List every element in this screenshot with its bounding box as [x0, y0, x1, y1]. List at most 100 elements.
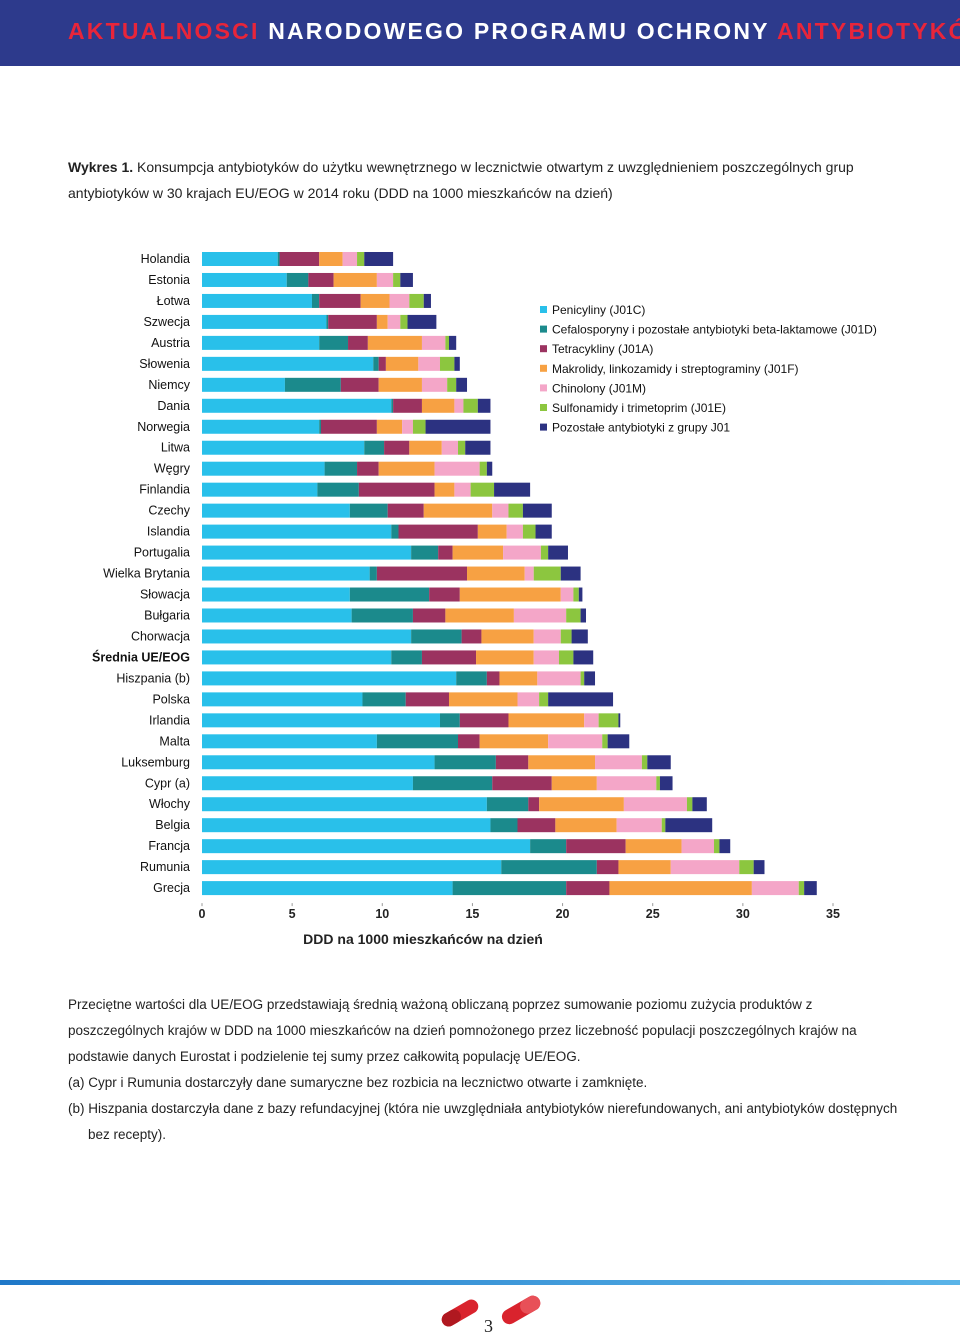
bar-segment	[580, 671, 585, 686]
bar-segment	[459, 713, 509, 728]
bar-segment	[202, 314, 327, 329]
bar-segment	[555, 818, 617, 833]
bar-segment	[537, 671, 581, 686]
category-label: Malta	[159, 734, 190, 748]
bar-segment	[625, 839, 682, 854]
bar-segment	[551, 776, 597, 791]
bar-segment	[434, 755, 496, 770]
bar-segment	[486, 461, 493, 476]
bar-segment	[495, 755, 529, 770]
bar-segment	[418, 356, 440, 371]
bar-segment	[357, 252, 365, 266]
bar-segment	[618, 713, 621, 728]
bar-segment	[398, 524, 478, 539]
category-label: Słowacja	[140, 588, 190, 602]
bar-segment	[560, 629, 572, 644]
bar-segment	[202, 482, 318, 497]
bar-segment	[508, 713, 585, 728]
title-part: NARODOWEGO PROGRAMU OCHRONY	[268, 18, 770, 44]
legend-swatch	[540, 384, 547, 392]
bar-segment	[407, 314, 437, 329]
bar-segment	[373, 356, 379, 371]
bar-segment	[524, 566, 534, 581]
bar-segment	[434, 482, 455, 497]
bar-segment	[421, 650, 477, 665]
bar-segment	[202, 608, 352, 623]
bar-segment	[517, 818, 556, 833]
bar-segment	[492, 503, 509, 518]
category-label: Irlandia	[149, 713, 190, 727]
legend-swatch	[540, 404, 547, 411]
bar-segment	[548, 545, 568, 560]
bar-segment	[445, 335, 449, 350]
bar-segment	[409, 293, 424, 308]
x-axis-label: DDD na 1000 mieszkańców na dzień	[303, 931, 543, 947]
bar-segment	[425, 419, 491, 434]
category-label: Finlandia	[139, 483, 190, 497]
bar-segment	[454, 398, 464, 413]
legend-swatch	[540, 345, 547, 353]
bar-segment	[202, 713, 440, 728]
bar-segment	[423, 503, 493, 518]
bar-segment	[522, 524, 536, 539]
bar-segment	[492, 776, 552, 791]
bar-segment	[535, 524, 552, 539]
bar-segment	[454, 482, 471, 497]
bar-segment	[411, 629, 462, 644]
bar-segment	[596, 860, 619, 875]
bar-segment	[584, 713, 599, 728]
bar-segment	[202, 776, 413, 791]
category-label: Średnia UE/EOG	[92, 649, 190, 664]
bar-segment	[438, 545, 453, 560]
bar-segment	[405, 692, 449, 707]
bar-segment	[456, 377, 468, 392]
bar-segment	[458, 440, 466, 455]
bar-segment	[467, 566, 525, 581]
bar-segment	[378, 461, 435, 476]
bar-segment	[202, 818, 491, 833]
bar-segment	[661, 818, 666, 833]
bar-segment	[202, 755, 435, 770]
bar-segment	[202, 398, 392, 413]
bar-segment	[326, 314, 329, 329]
bar-segment	[584, 671, 596, 686]
bar-segment	[340, 377, 379, 392]
bar-segment	[477, 524, 507, 539]
bar-segment	[452, 545, 504, 560]
legend-label: Cefalosporyny i pozostałe antybiotyki be…	[552, 323, 877, 337]
bar-segment	[665, 818, 713, 833]
category-label: Litwa	[161, 441, 190, 455]
bar-segment	[202, 356, 374, 371]
title-part: AKTUALNOSCI	[68, 18, 260, 44]
bar-segment	[522, 503, 552, 518]
category-label: Luksemburg	[121, 755, 190, 769]
bar-segment	[566, 839, 626, 854]
category-label: Węgry	[154, 462, 191, 476]
category-label: Cypr (a)	[145, 776, 190, 790]
bar-segment	[277, 252, 280, 266]
bar-segment	[202, 881, 453, 896]
category-label: Grecja	[153, 881, 190, 895]
bar-segment	[452, 881, 567, 896]
bar-segment	[319, 419, 321, 434]
bar-segment	[566, 608, 581, 623]
bar-segment	[333, 272, 377, 287]
category-label: Francja	[148, 839, 190, 853]
bar-segment	[378, 377, 422, 392]
caption: Wykres 1. Konsumpcja antybiotyków do uży…	[68, 154, 898, 206]
bar-segment	[391, 398, 394, 413]
bar-segment	[362, 692, 406, 707]
bar-segment	[517, 692, 540, 707]
bar-segment	[349, 587, 430, 602]
category-label: Polska	[152, 692, 190, 706]
bar-segment	[456, 671, 487, 686]
category-label: Estonia	[148, 273, 190, 287]
bar-segment	[421, 377, 448, 392]
bar-segment	[573, 650, 594, 665]
bar-segment	[389, 293, 410, 308]
bar-segment	[421, 398, 455, 413]
bar-segment	[548, 692, 614, 707]
legend-swatch	[540, 423, 547, 431]
